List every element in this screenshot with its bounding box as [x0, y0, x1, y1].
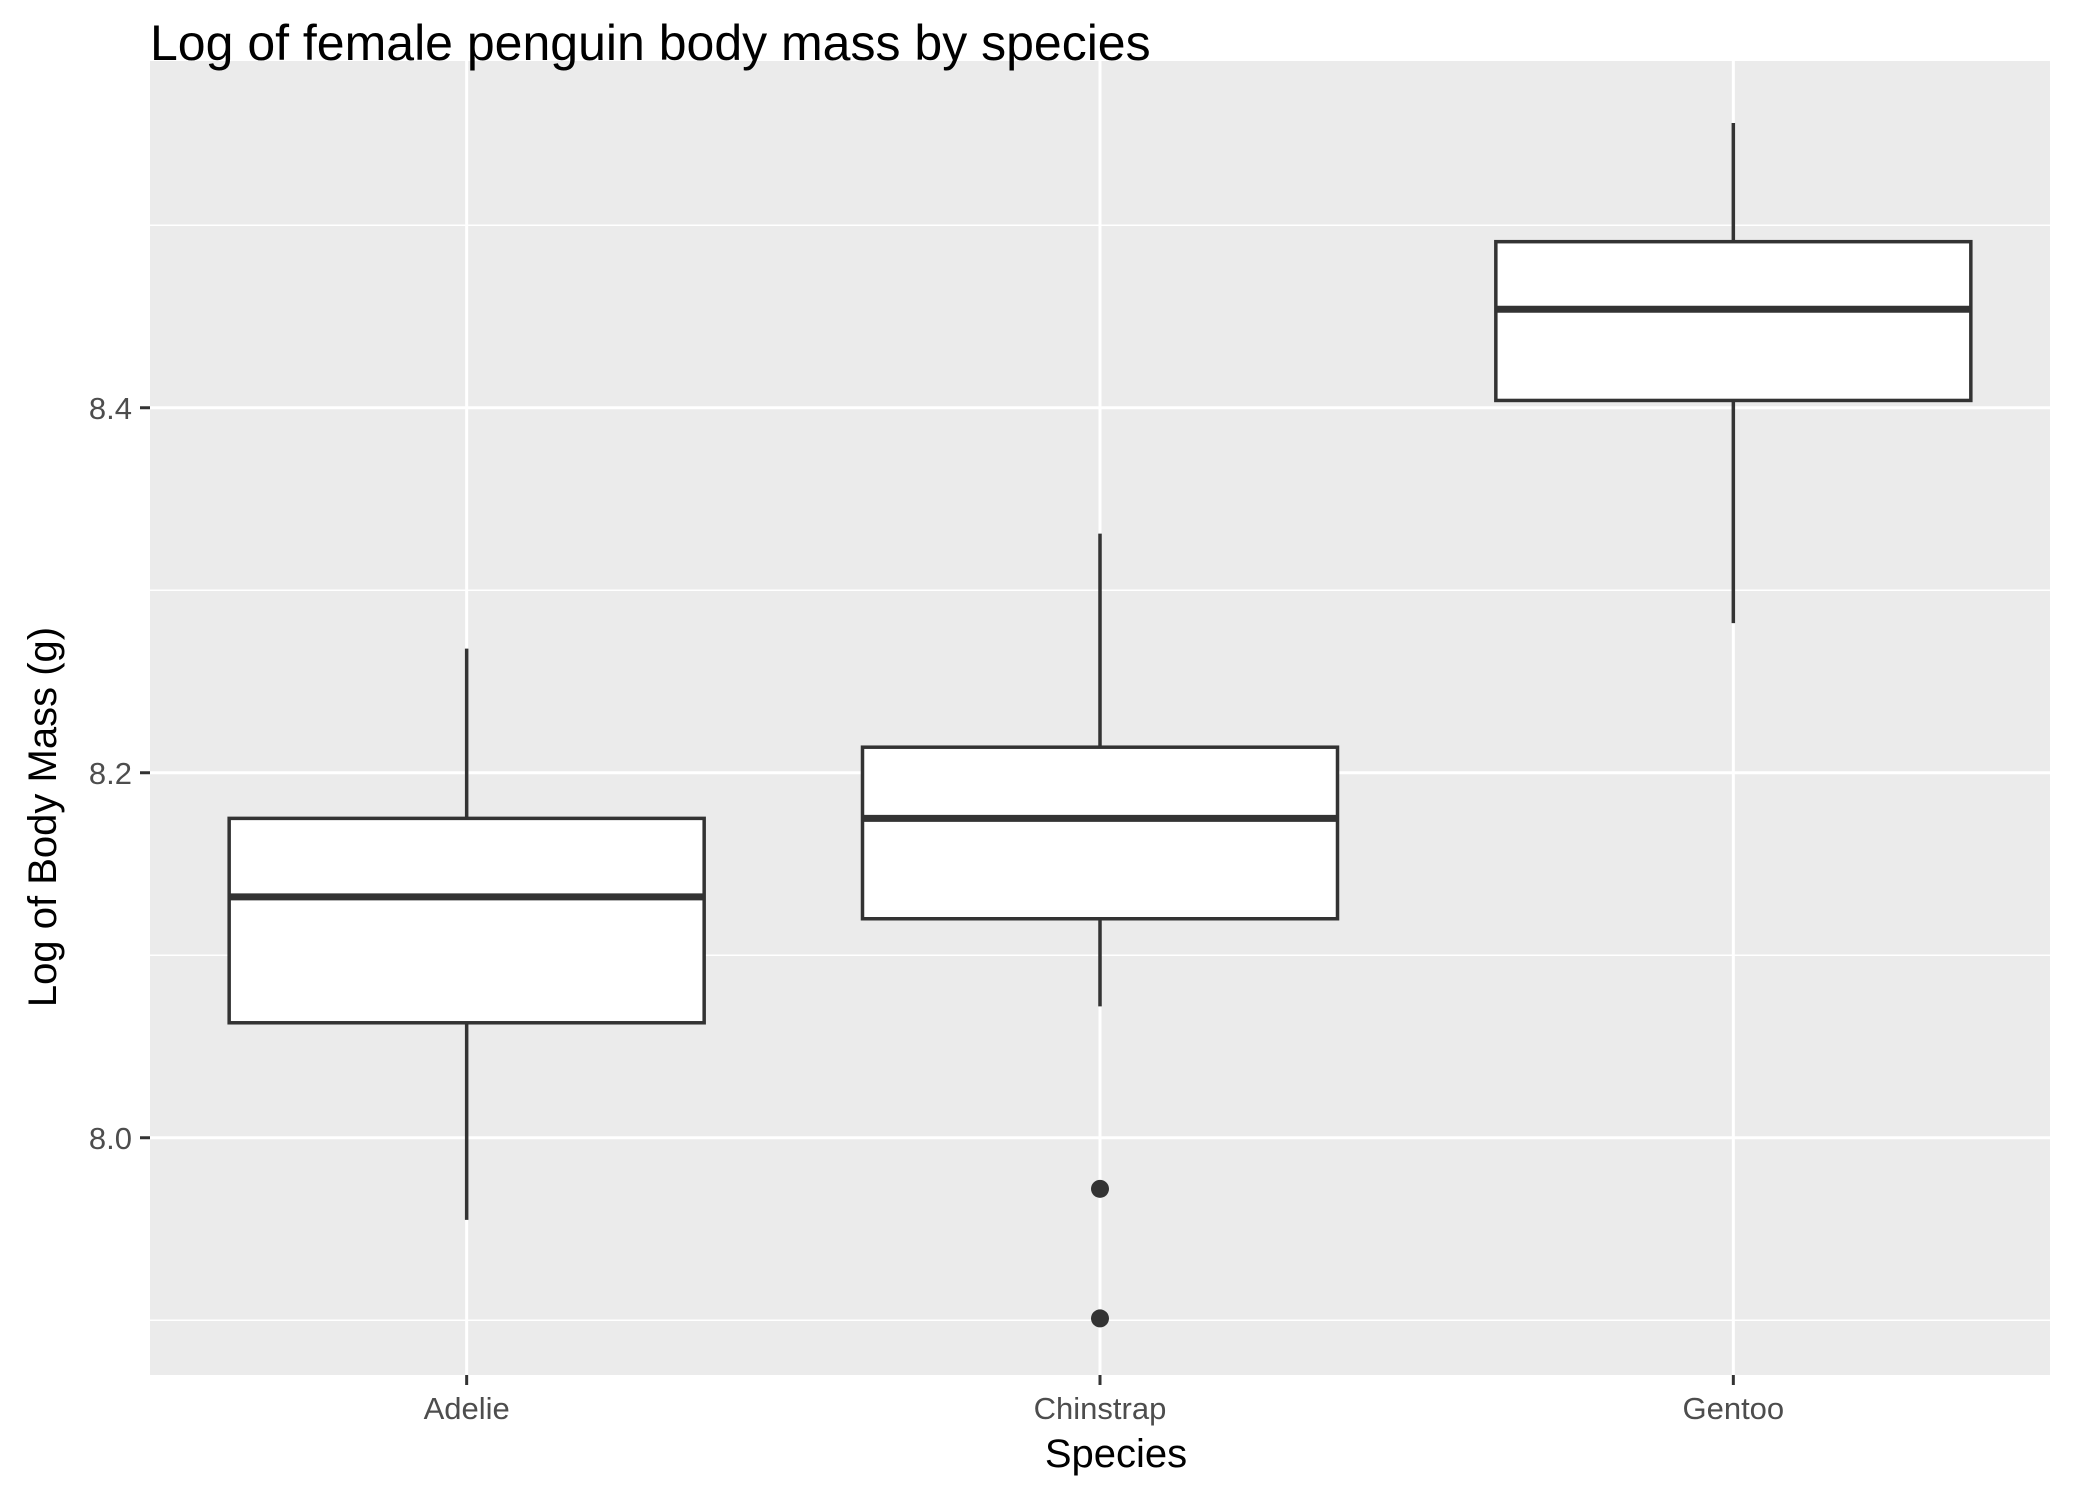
box-adelie — [227, 648, 706, 1220]
iqr-box — [227, 816, 706, 1025]
iqr-box — [860, 745, 1340, 921]
boxplots — [227, 123, 1973, 1328]
y-tick-label: 8.0 — [89, 1121, 132, 1156]
box-chinstrap — [860, 533, 1340, 1328]
iqr-box — [1494, 239, 1973, 403]
y-tick-label: 8.2 — [89, 756, 132, 791]
y-axis-title: Log of Body Mass (g) — [21, 627, 65, 1007]
y-tick-label: 8.4 — [89, 391, 132, 426]
box-gentoo — [1494, 123, 1973, 624]
axes: 8.0 8.2 8.4 Adelie Chinstrap Gentoo — [89, 391, 1784, 1426]
x-tick-label: Gentoo — [1682, 1391, 1784, 1426]
outlier-point — [1091, 1179, 1109, 1198]
chart-title: Log of female penguin body mass by speci… — [150, 15, 1151, 71]
x-axis-title: Species — [1045, 1432, 1187, 1476]
x-tick-label: Adelie — [424, 1391, 510, 1426]
x-tick-label: Chinstrap — [1034, 1391, 1167, 1426]
outlier-point — [1091, 1309, 1109, 1328]
